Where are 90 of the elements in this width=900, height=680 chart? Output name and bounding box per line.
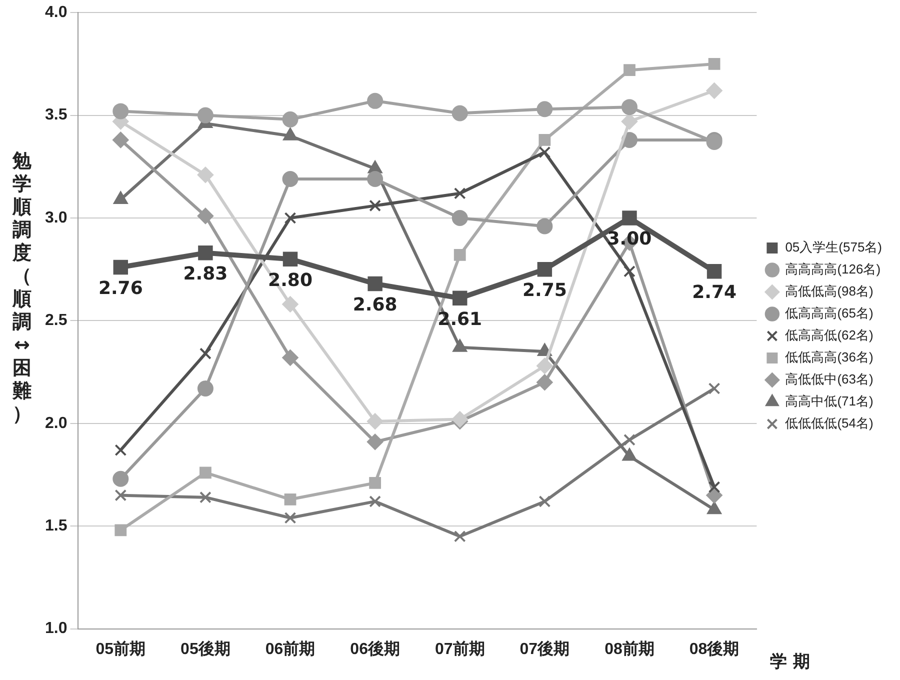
point xyxy=(368,276,382,292)
legend-label: 高低低高(98名) xyxy=(785,284,874,299)
data-label: 2.83 xyxy=(183,264,228,285)
point xyxy=(369,477,382,489)
point xyxy=(114,444,127,456)
point xyxy=(112,132,129,148)
point xyxy=(367,434,384,450)
point xyxy=(200,491,212,504)
text: 勉学順調度（順調↔困難） xyxy=(12,150,32,425)
point xyxy=(114,489,127,502)
point xyxy=(282,111,298,128)
point xyxy=(112,470,129,487)
point xyxy=(622,210,637,226)
point xyxy=(114,192,128,204)
x-tick-label: 07後期 xyxy=(520,640,570,658)
legend-label: 高低低中(63名) xyxy=(785,372,874,387)
point xyxy=(197,208,214,224)
point xyxy=(197,107,214,124)
point xyxy=(621,99,638,116)
point xyxy=(706,264,722,279)
legend-label: 高高中低(71名) xyxy=(785,394,874,409)
point xyxy=(367,170,384,187)
point xyxy=(624,434,636,446)
point xyxy=(454,530,466,542)
point xyxy=(452,105,468,122)
point xyxy=(369,200,382,212)
point xyxy=(198,246,213,260)
point xyxy=(708,481,720,494)
data-label: 2.68 xyxy=(352,294,398,316)
point xyxy=(538,146,551,158)
x-tick-label: 06後期 xyxy=(350,640,400,658)
point xyxy=(624,64,636,76)
point xyxy=(367,92,384,109)
x-tick-label: 05後期 xyxy=(180,640,230,658)
y-tick-label: 3.5 xyxy=(44,106,68,124)
point xyxy=(112,103,129,120)
point xyxy=(284,512,296,524)
point xyxy=(536,358,553,374)
x-tick-label: 08前期 xyxy=(604,640,654,658)
legend-label: 低高高高(65名) xyxy=(785,306,874,321)
point xyxy=(536,101,553,118)
point xyxy=(197,380,214,396)
legend-label: 低高高低(62名) xyxy=(785,328,874,343)
point xyxy=(284,212,296,224)
point xyxy=(706,134,722,150)
point xyxy=(708,58,720,70)
data-label: 2.76 xyxy=(98,278,143,299)
data-label: 2.74 xyxy=(692,282,736,304)
y-tick-label: 3.0 xyxy=(44,209,68,226)
point xyxy=(454,249,466,261)
x-tick-label: 07前期 xyxy=(434,640,485,658)
point xyxy=(367,413,384,430)
y-tick-label: 1.5 xyxy=(44,518,68,535)
point xyxy=(284,493,296,506)
legend-label: 低低高高(36名) xyxy=(785,350,874,365)
point xyxy=(452,210,468,226)
y-tick-label: 2.5 xyxy=(44,312,68,330)
point xyxy=(282,350,298,366)
point xyxy=(536,218,553,234)
x-tick-label: 06前期 xyxy=(265,640,316,658)
y-tick-label: 4.0 xyxy=(44,4,68,22)
point xyxy=(536,374,553,390)
y-tick-label: 2.0 xyxy=(44,414,68,432)
point xyxy=(114,524,127,536)
x-tick-label: 05前期 xyxy=(96,640,146,658)
point xyxy=(200,466,212,479)
point xyxy=(454,187,466,200)
point xyxy=(113,260,128,275)
data-label: 3.00 xyxy=(607,228,652,250)
x-axis-title: 学 期 xyxy=(770,651,810,673)
point xyxy=(282,170,298,187)
x-tick-label: 08後期 xyxy=(689,640,740,658)
point xyxy=(200,348,212,360)
point xyxy=(708,382,720,394)
point xyxy=(282,252,298,266)
point xyxy=(369,496,382,508)
point xyxy=(624,265,636,278)
legend-label: 低低低低(54名) xyxy=(785,416,874,431)
legend-label: 05入学生(575名) xyxy=(785,240,882,255)
y-tick-label: 1.0 xyxy=(44,620,68,638)
point xyxy=(537,262,552,277)
point xyxy=(706,82,722,99)
point xyxy=(538,496,551,508)
data-label: 2.75 xyxy=(522,280,567,302)
data-label: 2.80 xyxy=(268,270,312,291)
point xyxy=(452,290,468,306)
point xyxy=(282,296,298,312)
point xyxy=(538,134,551,146)
point xyxy=(197,166,214,183)
legend-label: 高高高高(126名) xyxy=(785,262,881,277)
